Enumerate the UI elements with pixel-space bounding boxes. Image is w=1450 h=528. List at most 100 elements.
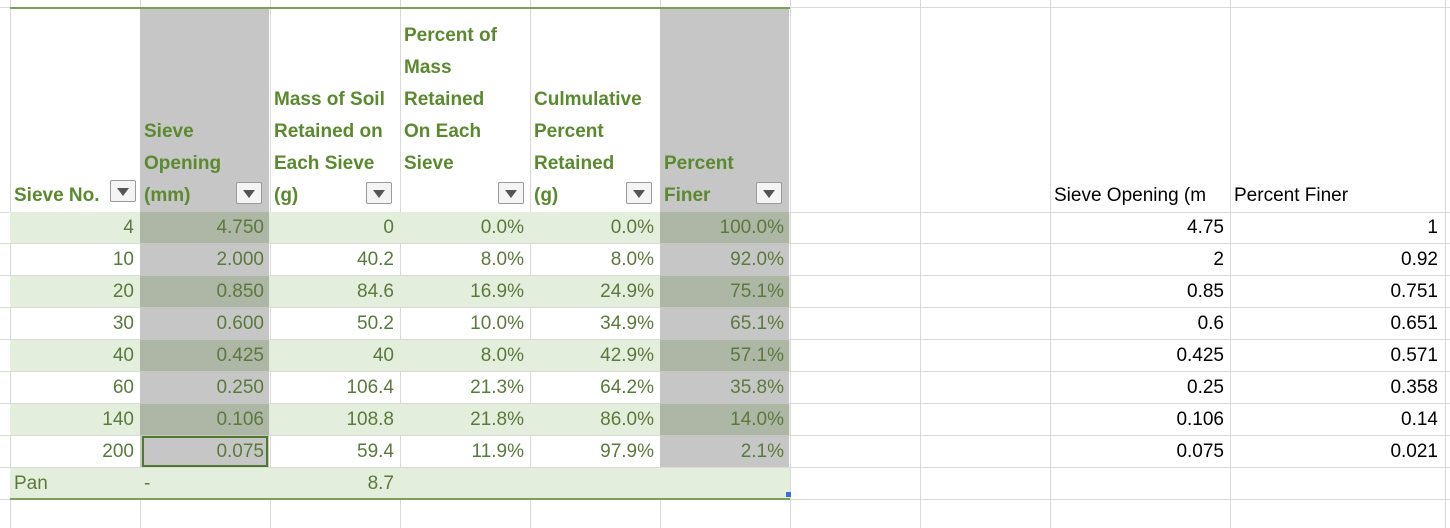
highlight-band bbox=[140, 340, 269, 371]
pan-mass[interactable]: 8.7 bbox=[367, 473, 394, 494]
side-cell-percent-finer[interactable]: 0.021 bbox=[1390, 441, 1438, 462]
cell-sieve-no[interactable]: 40 bbox=[112, 345, 134, 366]
highlight-band bbox=[660, 212, 789, 243]
gridline bbox=[400, 0, 401, 528]
cell-cumulative-retained[interactable]: 0.0% bbox=[610, 217, 654, 238]
gridline bbox=[530, 0, 531, 528]
cell-sieve-no[interactable]: 200 bbox=[102, 441, 134, 462]
cell-sieve-opening[interactable]: 4.750 bbox=[216, 217, 264, 238]
side-cell-sieve-opening[interactable]: 2 bbox=[1213, 249, 1224, 270]
cell-cumulative-retained[interactable]: 42.9% bbox=[600, 345, 654, 366]
side-cell-sieve-opening[interactable]: 0.075 bbox=[1176, 441, 1224, 462]
pan-opening[interactable]: - bbox=[144, 473, 151, 494]
cell-mass-retained[interactable]: 50.2 bbox=[357, 313, 394, 334]
header-cumulative-retained[interactable]: Culmulative Percent Retained (g) bbox=[534, 89, 642, 206]
side-header-sieve-opening[interactable]: Sieve Opening (m bbox=[1054, 185, 1207, 206]
highlight-band bbox=[660, 340, 789, 371]
cell-percent-retained[interactable]: 21.8% bbox=[470, 409, 524, 430]
filter-dropdown-icon[interactable] bbox=[236, 182, 262, 204]
cell-cumulative-retained[interactable]: 86.0% bbox=[600, 409, 654, 430]
cell-sieve-opening[interactable]: 0.600 bbox=[216, 313, 264, 334]
cell-sieve-no[interactable]: 30 bbox=[112, 313, 134, 334]
side-cell-percent-finer[interactable]: 0.751 bbox=[1390, 281, 1438, 302]
cell-cumulative-retained[interactable]: 24.9% bbox=[600, 281, 654, 302]
filter-dropdown-icon[interactable] bbox=[110, 180, 136, 202]
cell-percent-finer[interactable]: 65.1% bbox=[730, 313, 784, 334]
cell-sieve-no[interactable]: 60 bbox=[112, 377, 134, 398]
filter-dropdown-icon[interactable] bbox=[626, 182, 652, 204]
side-cell-sieve-opening[interactable]: 4.75 bbox=[1187, 217, 1224, 238]
side-cell-percent-finer[interactable]: 1 bbox=[1427, 217, 1438, 238]
cell-sieve-no[interactable]: 4 bbox=[123, 217, 134, 238]
cell-sieve-opening[interactable]: 2.000 bbox=[216, 249, 264, 270]
cell-sieve-opening[interactable]: 0.425 bbox=[216, 345, 264, 366]
gridline bbox=[1445, 0, 1446, 528]
cell-cumulative-retained[interactable]: 97.9% bbox=[600, 441, 654, 462]
gridline bbox=[10, 0, 11, 528]
header-percent-mass-retained[interactable]: Percent of Mass Retained On Each Sieve bbox=[404, 25, 497, 174]
gridline bbox=[0, 467, 1450, 468]
cell-sieve-opening[interactable]: 0.850 bbox=[216, 281, 264, 302]
cell-percent-finer[interactable]: 14.0% bbox=[730, 409, 784, 430]
filter-dropdown-icon[interactable] bbox=[498, 182, 524, 204]
active-cell[interactable] bbox=[142, 436, 268, 467]
cell-sieve-opening[interactable]: 0.075 bbox=[216, 441, 264, 462]
cell-sieve-no[interactable]: 140 bbox=[102, 409, 134, 430]
side-cell-sieve-opening[interactable]: 0.425 bbox=[1176, 345, 1224, 366]
cell-sieve-no[interactable]: 10 bbox=[112, 249, 134, 270]
header-sieve-no[interactable]: Sieve No. bbox=[14, 185, 100, 206]
side-cell-percent-finer[interactable]: 0.358 bbox=[1390, 377, 1438, 398]
cell-mass-retained[interactable]: 108.8 bbox=[346, 409, 394, 430]
fill-handle[interactable] bbox=[786, 492, 791, 497]
side-cell-percent-finer[interactable]: 0.92 bbox=[1401, 249, 1438, 270]
cell-mass-retained[interactable]: 40.2 bbox=[357, 249, 394, 270]
cell-percent-finer[interactable]: 92.0% bbox=[730, 249, 784, 270]
gridline bbox=[790, 0, 791, 528]
table-border-top bbox=[10, 7, 790, 9]
side-cell-sieve-opening[interactable]: 0.25 bbox=[1187, 377, 1224, 398]
highlight-band bbox=[140, 404, 269, 435]
cell-percent-retained[interactable]: 8.0% bbox=[480, 345, 524, 366]
side-cell-percent-finer[interactable]: 0.571 bbox=[1390, 345, 1438, 366]
cell-percent-retained[interactable]: 10.0% bbox=[470, 313, 524, 334]
cell-sieve-no[interactable]: 20 bbox=[112, 281, 134, 302]
filter-dropdown-icon[interactable] bbox=[756, 182, 782, 204]
cell-mass-retained[interactable]: 106.4 bbox=[346, 377, 394, 398]
cell-mass-retained[interactable]: 59.4 bbox=[357, 441, 394, 462]
cell-cumulative-retained[interactable]: 64.2% bbox=[600, 377, 654, 398]
cell-percent-retained[interactable]: 8.0% bbox=[480, 249, 524, 270]
cell-cumulative-retained[interactable]: 8.0% bbox=[610, 249, 654, 270]
gridline bbox=[920, 0, 921, 528]
cell-percent-finer[interactable]: 2.1% bbox=[740, 441, 784, 462]
highlight-band bbox=[140, 212, 269, 243]
cell-percent-finer[interactable]: 100.0% bbox=[719, 217, 784, 238]
cell-percent-retained[interactable]: 16.9% bbox=[470, 281, 524, 302]
cell-mass-retained[interactable]: 0 bbox=[383, 217, 394, 238]
cell-mass-retained[interactable]: 40 bbox=[372, 345, 394, 366]
cell-cumulative-retained[interactable]: 34.9% bbox=[600, 313, 654, 334]
pan-label[interactable]: Pan bbox=[14, 473, 48, 494]
side-cell-sieve-opening[interactable]: 0.6 bbox=[1197, 313, 1224, 334]
gridline bbox=[1230, 0, 1231, 528]
cell-sieve-opening[interactable]: 0.106 bbox=[216, 409, 264, 430]
side-cell-sieve-opening[interactable]: 0.106 bbox=[1176, 409, 1224, 430]
table-border-bottom bbox=[10, 498, 790, 500]
side-cell-sieve-opening[interactable]: 0.85 bbox=[1187, 281, 1224, 302]
gridline bbox=[270, 0, 271, 528]
cell-percent-retained[interactable]: 21.3% bbox=[470, 377, 524, 398]
header-mass-retained[interactable]: Mass of Soil Retained on Each Sieve (g) bbox=[274, 89, 385, 206]
header-percent-finer[interactable]: Percent Finer bbox=[664, 153, 734, 206]
side-cell-percent-finer[interactable]: 0.651 bbox=[1390, 313, 1438, 334]
cell-percent-finer[interactable]: 75.1% bbox=[730, 281, 784, 302]
cell-percent-retained[interactable]: 11.9% bbox=[471, 441, 524, 462]
cell-sieve-opening[interactable]: 0.250 bbox=[216, 377, 264, 398]
header-sieve-opening[interactable]: Sieve Opening (mm) bbox=[144, 121, 222, 206]
side-cell-percent-finer[interactable]: 0.14 bbox=[1401, 409, 1438, 430]
cell-percent-finer[interactable]: 57.1% bbox=[730, 345, 784, 366]
filter-dropdown-icon[interactable] bbox=[366, 182, 392, 204]
cell-mass-retained[interactable]: 84.6 bbox=[357, 281, 394, 302]
cell-percent-retained[interactable]: 0.0% bbox=[480, 217, 524, 238]
side-header-percent-finer[interactable]: Percent Finer bbox=[1234, 185, 1349, 206]
cell-percent-finer[interactable]: 35.8% bbox=[730, 377, 784, 398]
highlight-band bbox=[660, 404, 789, 435]
